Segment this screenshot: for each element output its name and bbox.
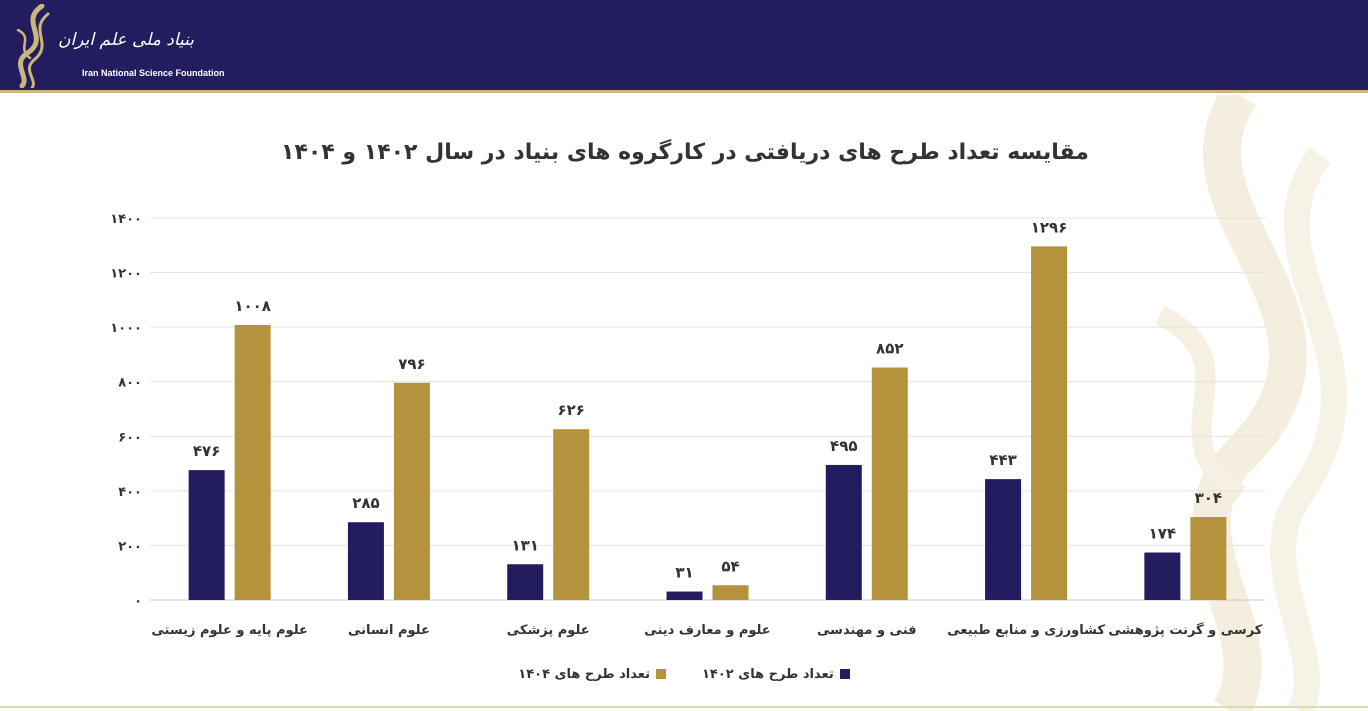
data-label: ۳۱ — [675, 564, 693, 582]
y-tick-label: ۰ — [134, 594, 142, 609]
legend-item-1402: تعداد طرح های ۱۴۰۲ — [702, 664, 850, 684]
data-label: ۱۰۰۸ — [234, 297, 271, 315]
y-tick-label: ۲۰۰ — [118, 539, 142, 554]
header-accent-line — [0, 90, 1368, 93]
footer-accent-line — [0, 706, 1368, 708]
bar — [553, 429, 590, 600]
logo-text-fa: بنیاد ملی علم ایران — [58, 30, 194, 50]
data-label: ۸۵۲ — [876, 340, 903, 358]
x-category-label: علوم پایه و علوم زیستی — [151, 623, 308, 638]
chart-title: مقایسه تعداد طرح های دریافتی در کارگروه … — [281, 140, 1089, 165]
x-category-label: علوم انسانی — [348, 623, 430, 638]
data-label: ۱۳۱ — [511, 536, 538, 554]
legend-swatch-1402 — [839, 669, 850, 679]
y-tick-label: ۶۰۰ — [118, 430, 142, 445]
insf-logo-icon — [16, 4, 50, 88]
bar — [507, 564, 544, 600]
x-category-label: کرسی و گرنت پژوهشی — [1108, 622, 1262, 638]
bar — [871, 367, 908, 600]
bar — [1190, 517, 1227, 600]
bar — [188, 470, 225, 600]
legend-swatch-1404 — [656, 669, 666, 679]
bar — [393, 382, 430, 600]
data-label: ۴۷۶ — [193, 442, 220, 460]
data-label: ۵۴ — [721, 557, 739, 575]
logo-text-en: Iran National Science Foundation — [82, 68, 225, 78]
bar — [234, 324, 271, 600]
legend-item-1404: تعداد طرح های ۱۴۰۴ — [518, 664, 666, 684]
bar — [1144, 552, 1181, 600]
y-tick-label: ۱۲۰۰ — [110, 267, 142, 282]
x-category-label: کشاورزی و منابع طبیعی — [947, 623, 1105, 638]
x-category-label: علوم و معارف دینی — [644, 623, 770, 638]
data-label: ۳۰۴ — [1195, 489, 1222, 507]
data-label: ۴۹۵ — [830, 437, 857, 455]
data-label: ۴۴۳ — [989, 451, 1016, 469]
bar — [985, 479, 1022, 600]
watermark-logo-icon — [1155, 95, 1348, 711]
bar — [712, 585, 749, 600]
bar — [1031, 246, 1068, 600]
legend-label-1402: تعداد طرح های ۱۴۰۲ — [702, 666, 834, 682]
header-bar: بنیاد ملی علم ایران Iran National Scienc… — [0, 0, 1368, 90]
x-category-label: فنی و مهندسی — [817, 623, 917, 638]
bar — [825, 464, 862, 600]
legend-label-1404: تعداد طرح های ۱۴۰۴ — [518, 666, 650, 682]
chart-legend: تعداد طرح های ۱۴۰۲ تعداد طرح های ۱۴۰۴ — [500, 664, 868, 684]
data-label: ۲۸۵ — [352, 494, 379, 512]
x-category-label: علوم پزشکی — [507, 623, 590, 638]
data-label: ۱۷۴ — [1149, 525, 1176, 543]
data-label: ۷۹۶ — [398, 355, 425, 373]
y-tick-label: ۸۰۰ — [118, 376, 142, 391]
data-label: ۱۲۹۶ — [1031, 218, 1068, 236]
y-tick-label: ۱۰۰۰ — [110, 321, 142, 336]
y-tick-label: ۱۴۰۰ — [110, 212, 142, 227]
bar — [666, 591, 703, 600]
data-label: ۶۲۶ — [557, 401, 584, 419]
y-tick-label: ۴۰۰ — [118, 485, 142, 500]
bar — [347, 522, 384, 600]
